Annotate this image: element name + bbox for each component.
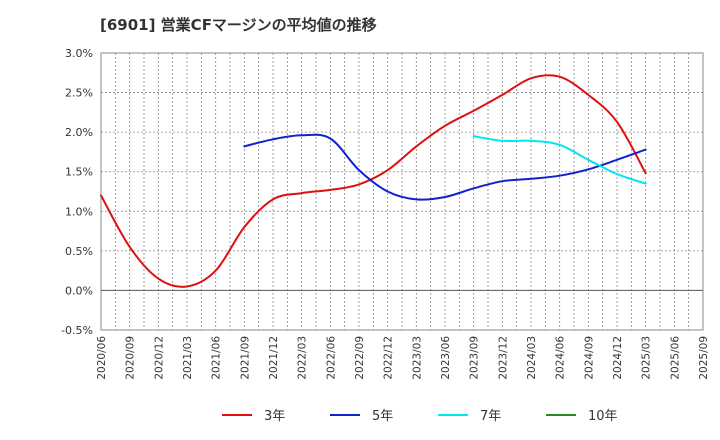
x-tick-label: 2022/12 bbox=[383, 336, 395, 380]
x-tick-label: 2023/03 bbox=[411, 336, 423, 380]
x-tick-label: 2023/06 bbox=[440, 336, 452, 380]
x-tick-label: 2024/12 bbox=[612, 336, 624, 380]
x-tick-label: 2022/03 bbox=[297, 336, 309, 380]
x-tick-label: 2023/09 bbox=[469, 336, 481, 380]
x-tick-label: 2020/06 bbox=[96, 336, 108, 380]
y-tick-label: 0.5% bbox=[65, 245, 93, 258]
x-tick-label: 2024/03 bbox=[526, 336, 538, 380]
x-tick-label: 2020/12 bbox=[153, 336, 165, 380]
axes: 3.0% 2.5% 2.0% 1.5% 1.0% 0.5% 0.0% -0.5%2020/06… bbox=[61, 47, 710, 380]
series-line-2 bbox=[243, 133, 647, 201]
series-line-3 bbox=[472, 135, 647, 185]
legend-label: 5年 bbox=[372, 409, 393, 424]
legend-label: 3年 bbox=[264, 409, 285, 424]
x-tick-label: 2021/03 bbox=[182, 336, 194, 380]
y-tick-label: 2.0% bbox=[65, 126, 93, 139]
x-tick-label: 2024/09 bbox=[583, 336, 595, 380]
x-tick-label: 2025/03 bbox=[641, 336, 653, 380]
y-tick-label: 2.5% bbox=[65, 87, 93, 100]
series-line-1 bbox=[100, 74, 647, 288]
x-tick-label: 2025/06 bbox=[669, 336, 681, 380]
x-tick-label: 2021/12 bbox=[268, 336, 280, 380]
x-tick-label: 2024/06 bbox=[555, 336, 567, 380]
grid-lines bbox=[100, 52, 704, 331]
x-tick-label: 2022/06 bbox=[325, 336, 337, 380]
x-tick-label: 2025/09 bbox=[698, 336, 710, 380]
x-tick-label: 2022/09 bbox=[354, 336, 366, 380]
x-tick-label: 2020/09 bbox=[125, 336, 137, 380]
legend-label: 10年 bbox=[588, 409, 618, 424]
x-tick-label: 2023/12 bbox=[497, 336, 509, 380]
x-tick-label: 2021/09 bbox=[239, 336, 251, 380]
y-tick-label: 1.5% bbox=[65, 166, 93, 179]
y-tick-label: 3.0% bbox=[65, 47, 93, 60]
series-lines bbox=[100, 74, 647, 288]
legend: 3年 5年 7年 10年 bbox=[222, 409, 618, 424]
y-tick-label: 0.0% bbox=[65, 284, 93, 297]
legend-label: 7年 bbox=[480, 409, 501, 424]
plot-area bbox=[100, 52, 704, 331]
y-tick-label: 1.0% bbox=[65, 205, 93, 218]
chart-title: [6901] 営業CFマージンの平均値の推移 bbox=[100, 16, 377, 34]
x-tick-label: 2021/06 bbox=[211, 336, 223, 380]
y-tick-label: -0.5% bbox=[61, 324, 93, 337]
